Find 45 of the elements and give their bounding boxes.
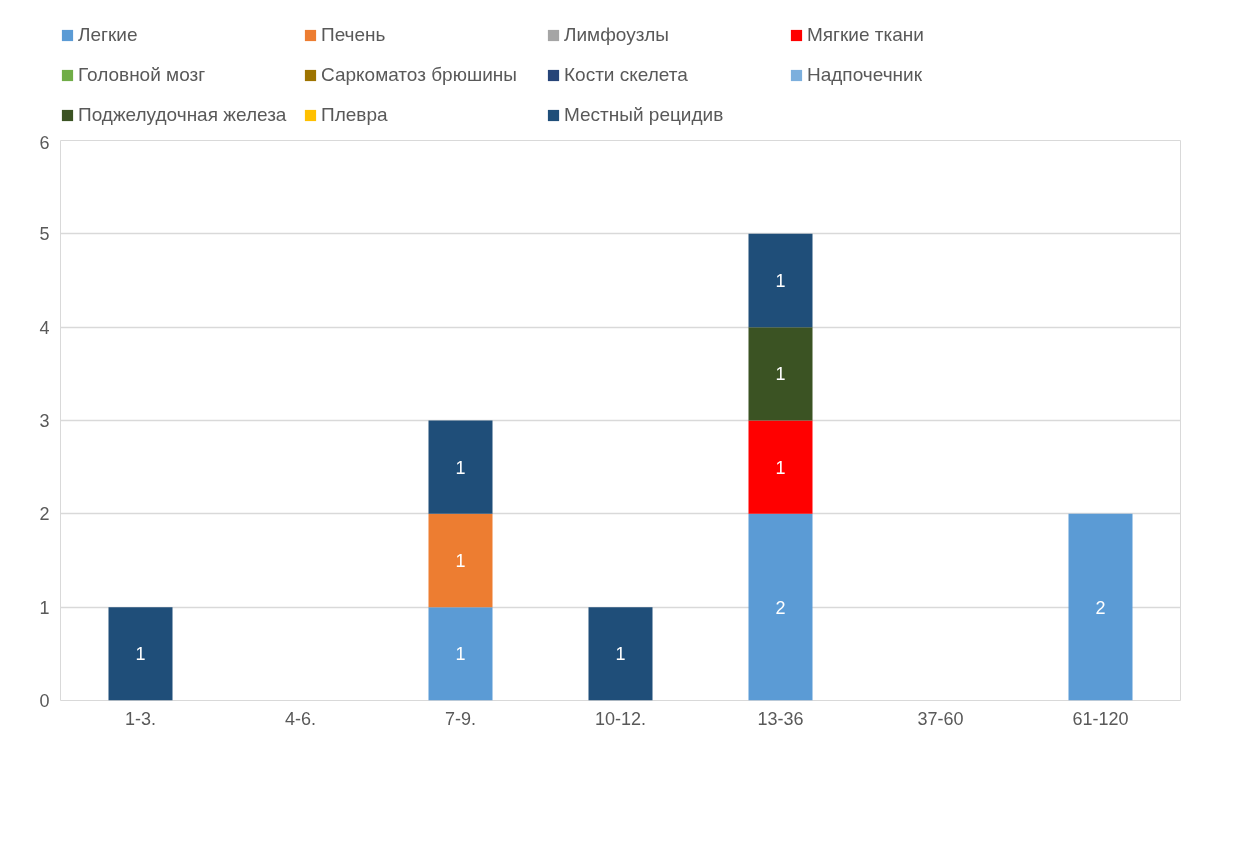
- legend-label: Печень: [321, 23, 387, 47]
- x-tick-label: 37-60: [917, 708, 964, 729]
- y-tick-label: 0: [39, 691, 50, 711]
- data-label: 1: [455, 644, 466, 665]
- y-tick-label: 5: [39, 224, 50, 245]
- bar: [748, 513, 813, 701]
- data-label: 1: [775, 457, 786, 478]
- x-tick-label: 10-12.: [594, 708, 647, 729]
- legend-label: Легкие: [78, 23, 139, 47]
- legend-label: Лимфоузлы: [564, 23, 670, 47]
- data-label: 1: [455, 551, 466, 571]
- legend-label: Плевра: [321, 103, 389, 127]
- y-tick-label: 6: [39, 132, 50, 153]
- x-tick-label: 13-36: [757, 708, 804, 729]
- x-tick-label: 4-6.: [284, 708, 317, 729]
- x-tick-label: 61-120: [1072, 708, 1129, 729]
- x-tick-label: 1-3.: [124, 708, 157, 729]
- y-tick-label: 4: [39, 317, 50, 338]
- legend-label: Местный рецидив: [564, 103, 725, 127]
- legend-label: Поджелудочная железа: [78, 103, 288, 127]
- y-tick-label: 1: [39, 597, 50, 618]
- data-label: 1: [775, 364, 786, 385]
- bar: [428, 420, 493, 514]
- data-label: 1: [135, 644, 146, 665]
- bar: [428, 513, 493, 608]
- bar: [748, 327, 813, 421]
- bar: [108, 607, 173, 701]
- y-tick-label: 2: [39, 504, 50, 525]
- data-label: 2: [775, 597, 786, 618]
- bar: [588, 607, 653, 701]
- legend-label: Саркоматоз брюшины: [321, 63, 518, 87]
- bar: [1068, 513, 1133, 701]
- data-label: 1: [775, 271, 786, 291]
- data-label: 1: [455, 457, 466, 478]
- legend-label: Надпочечник: [807, 63, 923, 87]
- y-tick-label: 3: [39, 411, 50, 431]
- legend-label: Кости скелета: [564, 63, 689, 87]
- x-tick-label: 7-9.: [444, 708, 477, 729]
- bar: [748, 420, 813, 514]
- bar: [428, 607, 493, 701]
- bar: [748, 233, 813, 328]
- data-label: 2: [1095, 597, 1106, 618]
- data-label: 1: [615, 644, 626, 665]
- legend-label: Мягкие ткани: [807, 23, 925, 47]
- legend-label: Головной мозг: [78, 63, 207, 87]
